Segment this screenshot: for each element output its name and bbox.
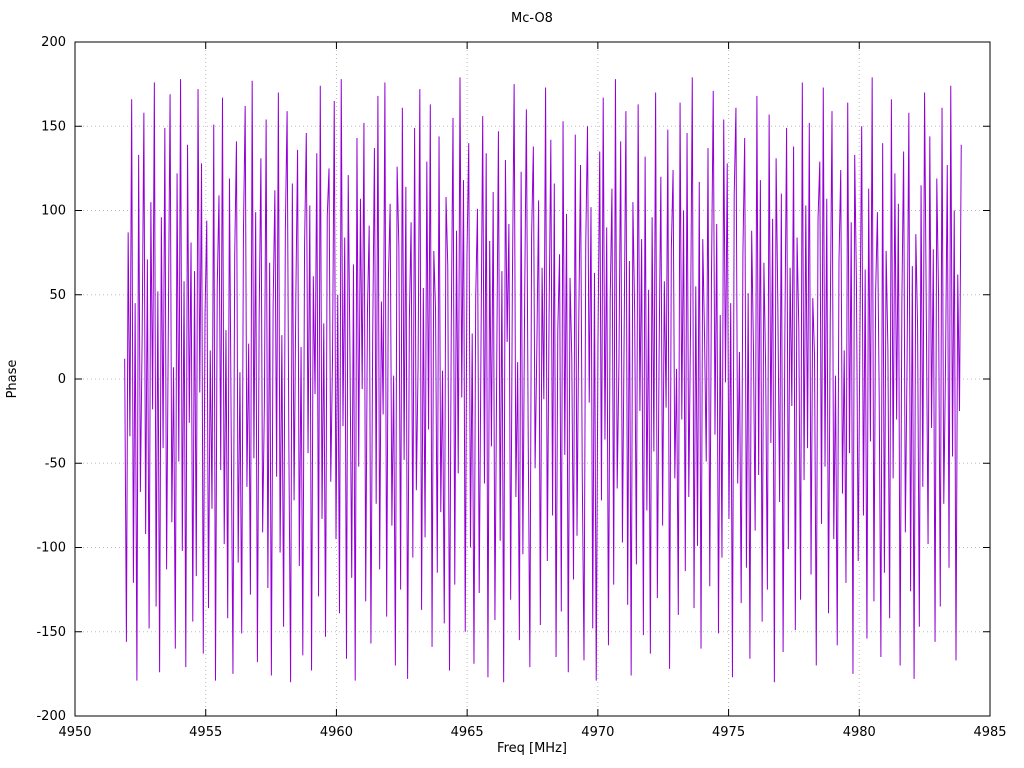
x-tick-label: 4985 bbox=[973, 725, 1006, 740]
x-tick-label: 4975 bbox=[712, 725, 745, 740]
y-tick-label: 200 bbox=[41, 35, 66, 50]
y-tick-label: 0 bbox=[58, 372, 66, 387]
chart-title: Mc-O8 bbox=[511, 11, 553, 26]
x-tick-label: 4980 bbox=[843, 725, 876, 740]
x-axis-label: Freq [MHz] bbox=[497, 741, 567, 756]
y-tick-label: -200 bbox=[36, 709, 66, 724]
x-tick-label: 4965 bbox=[451, 725, 484, 740]
chart-axes: 4950 4955 4960 4965 4970 4975 4980 4985 -200 -150… bbox=[36, 35, 1006, 740]
x-tick-label: 4955 bbox=[189, 725, 222, 740]
y-tick-label: 150 bbox=[41, 119, 66, 134]
y-tick-label: -100 bbox=[36, 541, 66, 556]
y-tick-label: -50 bbox=[45, 456, 66, 471]
y-tick-label: -150 bbox=[36, 625, 66, 640]
y-tick-label: 100 bbox=[41, 204, 66, 219]
x-tick-label: 4950 bbox=[58, 725, 91, 740]
x-tick-label: 4970 bbox=[581, 725, 614, 740]
y-tick-label: 50 bbox=[49, 288, 66, 303]
x-tick-label: 4960 bbox=[320, 725, 353, 740]
chart-series-line bbox=[124, 77, 962, 683]
y-axis-label: Phase bbox=[5, 360, 20, 399]
